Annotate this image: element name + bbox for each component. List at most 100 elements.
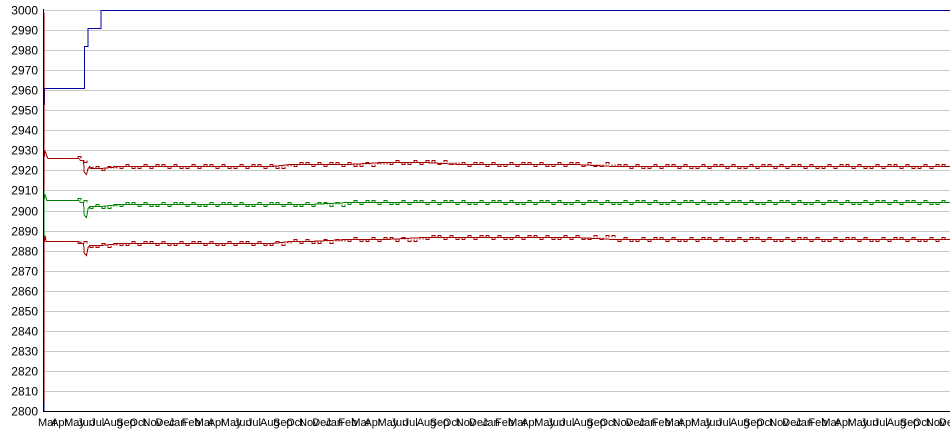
y-tick-label: 2810 bbox=[11, 385, 38, 399]
series-2-noise bbox=[857, 164, 862, 167]
series-2-noise bbox=[827, 164, 832, 167]
series-2-noise bbox=[197, 166, 202, 169]
x-tick-label: May bbox=[691, 417, 712, 429]
series-3-noise bbox=[269, 202, 274, 205]
x-tick-label: Jun bbox=[234, 417, 252, 429]
x-tick-label: Nov bbox=[299, 417, 319, 429]
series-1-line bbox=[43, 10, 950, 412]
series-4-noise bbox=[269, 243, 274, 246]
series-2-noise bbox=[725, 166, 730, 169]
series-2-noise bbox=[251, 164, 256, 167]
x-tick-label: Jun bbox=[547, 417, 565, 429]
series-4-noise bbox=[893, 237, 898, 240]
series-2-noise bbox=[539, 162, 544, 165]
series-4-noise bbox=[641, 237, 646, 240]
series-4-noise bbox=[245, 241, 250, 244]
series-2-noise bbox=[629, 166, 634, 169]
series-3-noise bbox=[185, 204, 190, 207]
x-tick-label: Jan bbox=[795, 417, 813, 429]
series-2-noise bbox=[785, 166, 790, 169]
series-3-noise bbox=[689, 200, 694, 203]
y-tick-label: 3000 bbox=[11, 4, 38, 18]
series-3-noise bbox=[899, 202, 904, 205]
series-4-noise bbox=[95, 245, 100, 248]
series-3-noise bbox=[137, 204, 142, 207]
y-tick-label: 2800 bbox=[11, 405, 38, 419]
series-2-noise bbox=[173, 164, 178, 167]
series-3-noise bbox=[593, 200, 598, 203]
series-3-noise bbox=[233, 204, 238, 207]
series-2-noise bbox=[887, 164, 892, 167]
series-2-noise bbox=[689, 166, 694, 169]
series-3-noise bbox=[419, 200, 424, 203]
series-4-noise bbox=[479, 235, 484, 238]
series-2-noise bbox=[227, 166, 232, 169]
y-tick-label: 2830 bbox=[11, 345, 38, 359]
series-4-noise bbox=[719, 237, 724, 240]
series-3-noise bbox=[737, 200, 742, 203]
series-2-noise bbox=[695, 166, 700, 169]
series-2-noise bbox=[833, 166, 838, 169]
series-2-noise bbox=[497, 164, 502, 167]
series-4-noise bbox=[353, 237, 358, 240]
series-2-noise bbox=[779, 164, 784, 167]
series-3-noise bbox=[683, 200, 688, 203]
series-2-noise bbox=[347, 162, 352, 165]
series-4-noise bbox=[395, 239, 400, 242]
series-3-noise bbox=[287, 202, 292, 205]
series-4-noise bbox=[431, 235, 436, 238]
series-4-noise bbox=[887, 239, 892, 242]
x-tick-label: Jan bbox=[325, 417, 343, 429]
series-3-noise bbox=[605, 200, 610, 203]
series-3-noise bbox=[281, 204, 286, 207]
y-tick-label: 2840 bbox=[11, 325, 38, 339]
series-4-noise bbox=[797, 237, 802, 240]
series-3-noise bbox=[905, 200, 910, 203]
series-2-noise bbox=[275, 166, 280, 169]
series-4-noise bbox=[863, 237, 868, 240]
series-3-noise bbox=[425, 202, 430, 205]
x-tick-label: May bbox=[534, 417, 555, 429]
series-4-noise bbox=[407, 239, 412, 242]
series-2-noise bbox=[167, 166, 172, 169]
series-3-noise bbox=[221, 202, 226, 205]
series-3-noise bbox=[467, 202, 472, 205]
series-3-noise bbox=[473, 202, 478, 205]
series-4-noise bbox=[605, 235, 610, 238]
series-4-noise bbox=[263, 243, 268, 246]
series-4-noise bbox=[83, 241, 88, 244]
series-2-noise bbox=[797, 164, 802, 167]
series-4-noise bbox=[209, 241, 214, 244]
series-4-noise bbox=[533, 235, 538, 238]
x-tick-label: Feb bbox=[808, 417, 827, 429]
series-4-noise bbox=[629, 239, 634, 242]
x-tick-label: Nov bbox=[926, 417, 946, 429]
series-4-noise bbox=[203, 243, 208, 246]
series-2-noise bbox=[293, 164, 298, 167]
series-2-noise bbox=[305, 162, 310, 165]
series-4-noise bbox=[389, 237, 394, 240]
series-3-noise bbox=[611, 202, 616, 205]
series-3-noise bbox=[365, 200, 370, 203]
series-2-noise bbox=[221, 164, 226, 167]
x-tick-label: Oct bbox=[756, 417, 773, 429]
series-4-noise bbox=[329, 241, 334, 244]
x-tick-label: Apr bbox=[364, 417, 381, 429]
x-tick-label: Dec bbox=[782, 417, 802, 429]
x-tick-label: Aug bbox=[887, 417, 907, 429]
series-2-noise bbox=[821, 166, 826, 169]
series-3-noise bbox=[797, 200, 802, 203]
x-tick-label: Feb bbox=[182, 417, 201, 429]
series-4-noise bbox=[179, 241, 184, 244]
series-2-noise bbox=[545, 164, 550, 167]
series-4-noise bbox=[557, 237, 562, 240]
y-tick-label: 2930 bbox=[11, 144, 38, 158]
x-tick-label: Oct bbox=[286, 417, 303, 429]
series-3-noise bbox=[311, 204, 316, 207]
series-4-noise bbox=[875, 239, 880, 242]
series-2-noise bbox=[731, 164, 736, 167]
series-3-noise bbox=[641, 200, 646, 203]
series-2-noise bbox=[899, 166, 904, 169]
series-3-noise bbox=[617, 202, 622, 205]
